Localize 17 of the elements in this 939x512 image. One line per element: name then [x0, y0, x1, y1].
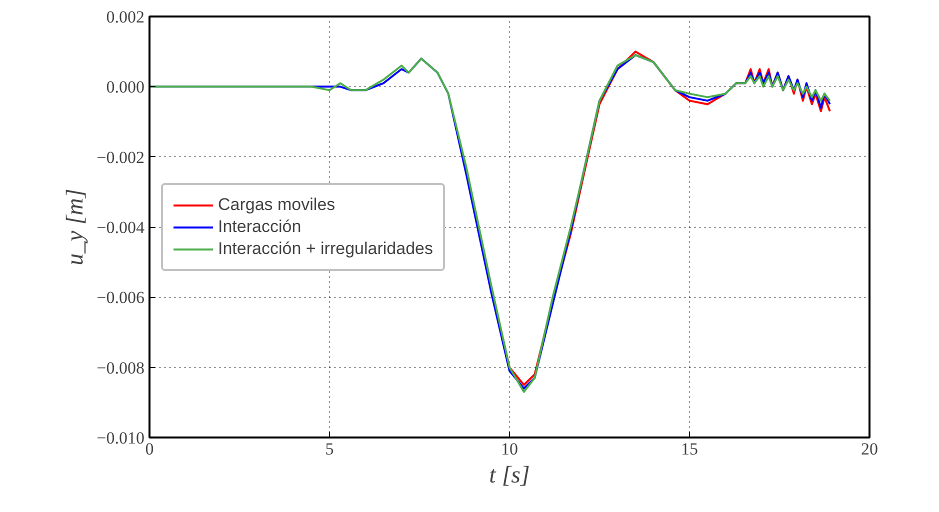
x-tick-label: 5: [325, 440, 334, 458]
y-tick-label: −0.006: [96, 288, 145, 308]
legend-label: Interacción: [218, 216, 302, 236]
x-tick-label: 15: [681, 440, 698, 458]
y-tick-label: 0.000: [106, 78, 144, 97]
y-tick-label: −0.004: [96, 218, 145, 237]
y-tick-label: −0.002: [96, 148, 145, 167]
x-tick-label: 20: [861, 440, 878, 458]
y-tick-label: −0.010: [96, 428, 145, 448]
legend-label: Cargas moviles: [218, 194, 336, 214]
y-axis-title: u_y [m]: [62, 188, 89, 266]
y-tick-label: 0.002: [106, 8, 144, 26]
legend-label: Interacción + irregularidades: [218, 238, 433, 258]
x-axis-title: t [s]: [489, 462, 530, 488]
y-tick-label: −0.008: [96, 358, 145, 378]
x-tick-label: 0: [145, 440, 154, 458]
x-tick-label: 10: [501, 440, 518, 458]
